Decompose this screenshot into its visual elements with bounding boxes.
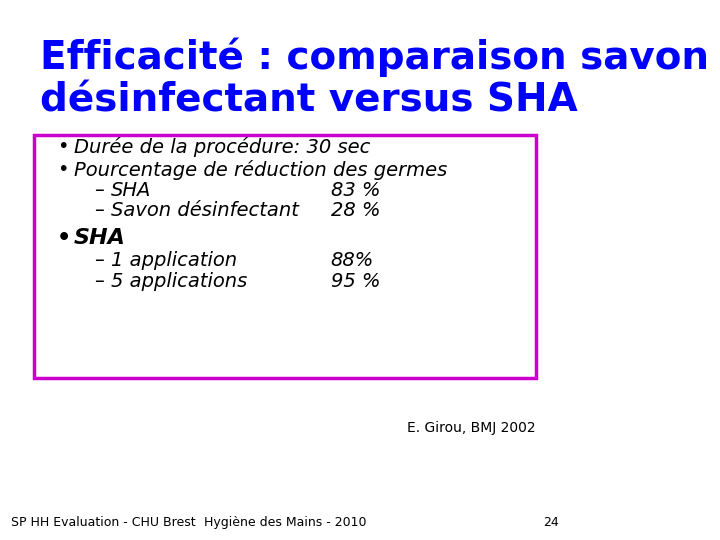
Text: 28 %: 28 %: [330, 201, 380, 220]
Text: SP HH Evaluation - CHU Brest: SP HH Evaluation - CHU Brest: [12, 516, 196, 529]
Text: •: •: [57, 160, 68, 179]
Text: SHA: SHA: [74, 227, 126, 248]
Text: Durée de la procédure: 30 sec: Durée de la procédure: 30 sec: [74, 137, 371, 157]
Text: –: –: [94, 180, 104, 200]
Text: Efficacité : comparaison savon
désinfectant versus SHA: Efficacité : comparaison savon désinfect…: [40, 38, 709, 120]
Text: 24: 24: [543, 516, 559, 529]
FancyBboxPatch shape: [34, 135, 536, 378]
Text: –: –: [94, 251, 104, 270]
Text: 88%: 88%: [330, 251, 374, 270]
Text: 1 application: 1 application: [111, 251, 238, 270]
Text: E. Girou, BMJ 2002: E. Girou, BMJ 2002: [407, 421, 536, 435]
Text: •: •: [57, 227, 71, 248]
Text: 5 applications: 5 applications: [111, 272, 248, 292]
Text: –: –: [94, 201, 104, 220]
Text: Pourcentage de réduction des germes: Pourcentage de réduction des germes: [74, 159, 447, 180]
Text: 95 %: 95 %: [330, 272, 380, 292]
Text: SHA: SHA: [111, 180, 151, 200]
Text: –: –: [94, 272, 104, 292]
Text: 83 %: 83 %: [330, 180, 380, 200]
Text: Hygiène des Mains - 2010: Hygiène des Mains - 2010: [204, 516, 366, 529]
Text: Savon désinfectant: Savon désinfectant: [111, 201, 299, 220]
Text: •: •: [57, 137, 68, 157]
